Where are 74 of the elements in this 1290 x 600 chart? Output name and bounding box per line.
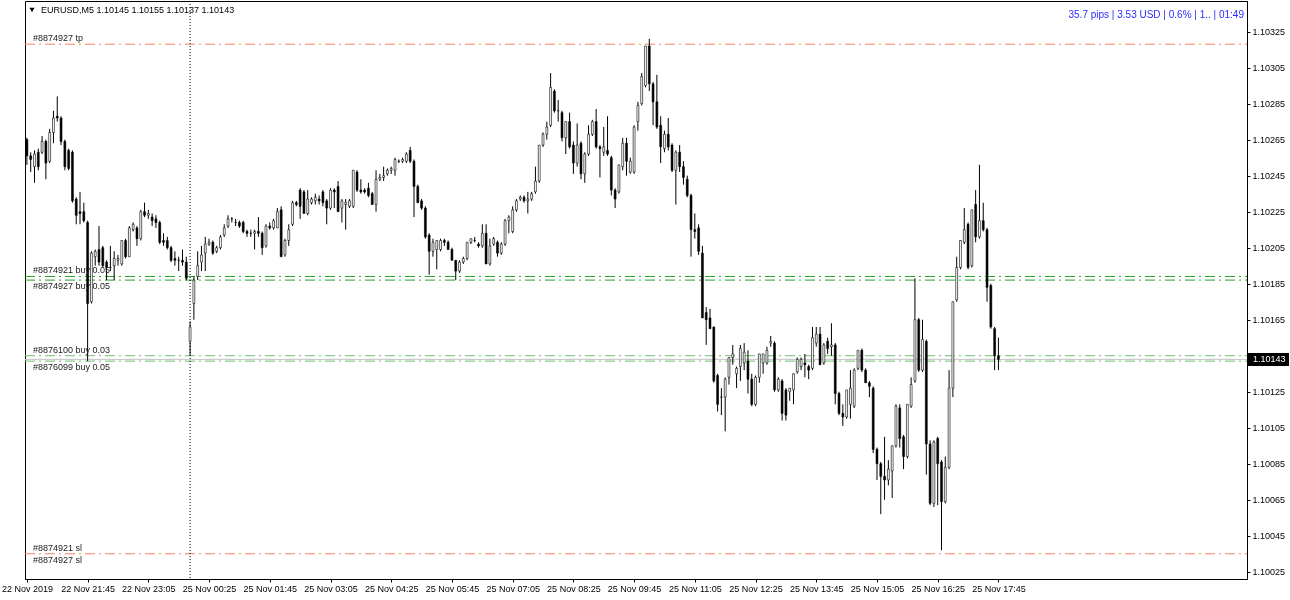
y-tick-label: 1.10285 <box>1252 99 1286 110</box>
x-tick-label: 25 Nov 13:45 <box>789 583 844 594</box>
y-tick-label: 1.10245 <box>1252 171 1286 182</box>
candlestick <box>177 256 180 272</box>
candlestick <box>317 194 321 205</box>
x-tick-label: 25 Nov 12:25 <box>729 583 783 594</box>
y-tick-label: 1.10085 <box>1252 459 1286 470</box>
x-tick-label: 25 Nov 04:25 <box>364 583 419 594</box>
x-tick-label: 25 Nov 09:45 <box>607 583 662 594</box>
y-tick-label: 1.10305 <box>1252 63 1286 74</box>
candlestick <box>204 236 207 272</box>
x-tick-label: 22 Nov 2019 <box>1 583 53 594</box>
candlestick <box>803 353 807 378</box>
y-tick-label: 1.10225 <box>1252 207 1286 218</box>
candlestick <box>97 225 101 267</box>
x-tick-label: 25 Nov 11:05 <box>668 583 722 594</box>
candlestick <box>200 245 203 272</box>
x-tick-label: 25 Nov 16:25 <box>911 583 965 594</box>
y-tick-label: 1.10125 <box>1252 387 1286 398</box>
candlestick <box>735 366 738 389</box>
ref-line-label: #8874921 sl <box>33 542 83 553</box>
x-tick-label: 25 Nov 00:25 <box>182 583 237 594</box>
candlestick <box>978 164 981 240</box>
candlestick <box>291 200 294 227</box>
candlestick <box>173 250 177 267</box>
candlestick <box>333 187 336 209</box>
y-tick-label: 1.10065 <box>1252 495 1286 506</box>
ref-line-label: 1.10143 <box>1253 352 1286 366</box>
y-tick-label: 1.10105 <box>1252 423 1286 434</box>
candlestick <box>120 239 124 267</box>
x-tick-label: 22 Nov 23:05 <box>122 583 176 594</box>
y-tick-label: 1.10025 <box>1252 567 1286 578</box>
candlestick <box>298 187 302 220</box>
candlestick <box>883 436 886 501</box>
x-tick-label: 25 Nov 05:45 <box>425 583 480 594</box>
x-tick-label: 25 Nov 07:05 <box>486 583 540 594</box>
x-tick-label: 25 Nov 01:45 <box>243 583 298 594</box>
chart-title: EURUSD,M5 1.10145 1.10155 1.10137 1.10143 <box>41 5 235 15</box>
y-tick-label: 1.10185 <box>1252 279 1286 290</box>
x-tick-label: 25 Nov 17:45 <box>972 583 1026 594</box>
candlestick <box>739 344 742 382</box>
candlestick <box>761 353 765 375</box>
candlestick <box>253 229 256 250</box>
annotation: #8874927 sl <box>33 554 83 565</box>
x-tick-label: 25 Nov 15:05 <box>850 583 905 594</box>
ref-line-label: #8874927 tp <box>33 33 84 44</box>
candlestick <box>33 149 36 184</box>
y-tick-label: 1.10045 <box>1252 531 1286 542</box>
ref-line-label: #8876099 buy 0.05 <box>33 362 111 373</box>
x-tick-label: 22 Nov 21:45 <box>61 583 115 594</box>
candlestick <box>697 223 700 256</box>
y-tick-label: 1.10265 <box>1252 135 1286 146</box>
candlestick <box>606 115 609 157</box>
candlestick <box>526 191 530 214</box>
annotation: 35.7 pips | 3.53 USD | 0.6% | 1.. | 01:49 <box>1068 9 1245 20</box>
candlestick <box>112 250 116 281</box>
candlestick <box>329 187 332 211</box>
y-tick-label: 1.10165 <box>1252 315 1286 326</box>
candlestick <box>78 191 82 225</box>
candlestick <box>765 346 769 366</box>
candlestick <box>393 157 397 177</box>
y-tick-label: 1.10205 <box>1252 243 1286 254</box>
candlestick <box>625 137 628 177</box>
candlestick <box>435 239 439 270</box>
x-tick-label: 25 Nov 08:25 <box>547 583 601 594</box>
candlestick <box>849 369 852 420</box>
y-tick-label: 1.10325 <box>1252 27 1286 38</box>
candlestick <box>150 212 154 227</box>
candlestick <box>344 198 347 231</box>
candlestick <box>792 373 795 405</box>
candlestick <box>465 241 469 261</box>
candlestick <box>306 189 309 216</box>
x-tick-label: 25 Nov 03:05 <box>304 583 358 594</box>
candlestick <box>188 321 192 357</box>
